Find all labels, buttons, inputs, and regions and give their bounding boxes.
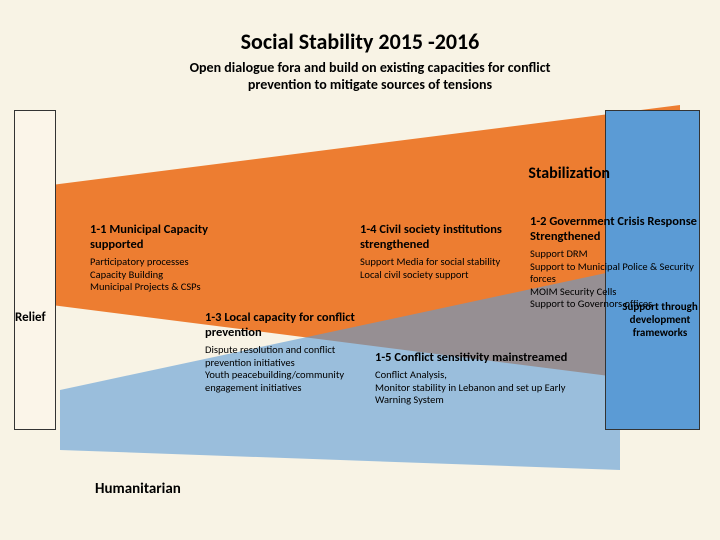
humanitarian-label: Humanitarian <box>95 480 181 498</box>
block-1-5: 1-5 Conflict sensitivity mainstreamed Co… <box>375 350 585 407</box>
block-1-5-title: 1-5 Conflict sensitivity mainstreamed <box>375 350 585 365</box>
stabilization-label: Stabilization <box>528 164 610 183</box>
block-1-4-body: Support Media for social stabilityLocal … <box>360 256 525 281</box>
block-1-5-body: Conflict Analysis,Monitor stability in L… <box>375 369 585 407</box>
block-1-2: 1-2 Government Crisis Response Strengthe… <box>530 214 700 311</box>
page-subtitle: Open dialogue fora and build on existing… <box>180 60 560 94</box>
block-1-1-title: 1-1 Municipal Capacity supported <box>90 222 230 252</box>
block-1-3: 1-3 Local capacity for conflict preventi… <box>205 310 370 394</box>
block-1-3-title: 1-3 Local capacity for conflict preventi… <box>205 310 370 340</box>
left-relief-box <box>14 110 56 430</box>
block-1-4-title: 1-4 Civil society institutions strengthe… <box>360 222 525 252</box>
block-1-4: 1-4 Civil society institutions strengthe… <box>360 222 525 281</box>
block-1-1: 1-1 Municipal Capacity supported Partici… <box>90 222 230 294</box>
page-title: Social Stability 2015 -2016 <box>0 28 720 55</box>
block-1-1-body: Participatory processesCapacity Building… <box>90 256 230 294</box>
relief-label: Relief <box>15 310 46 325</box>
block-1-2-title: 1-2 Government Crisis Response Strengthe… <box>530 214 700 244</box>
block-1-2-body: Support DRMSupport to Municipal Police &… <box>530 248 700 311</box>
block-1-3-body: Dispute resolution and conflict preventi… <box>205 344 370 394</box>
